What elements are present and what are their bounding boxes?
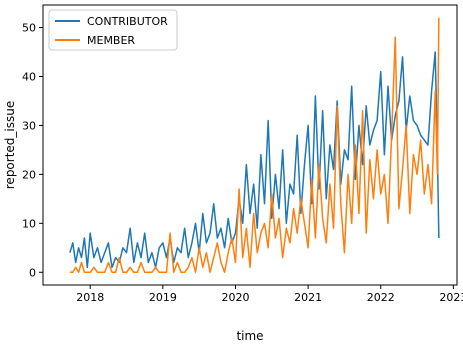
x-tick-label: 2022: [367, 291, 395, 304]
y-tick-label: 10: [22, 217, 36, 230]
y-tick-label: 20: [22, 168, 36, 181]
series-line-member: [69, 17, 440, 274]
plot-frame: [42, 4, 458, 286]
y-axis-label: reported_issue: [3, 101, 17, 189]
legend: CONTRIBUTOR MEMBER: [48, 9, 178, 51]
x-axis: 2018 2019 2020 2021 2022 2023: [76, 285, 463, 304]
legend-label-member: MEMBER: [87, 34, 135, 47]
y-axis: 0 10 20 30 40 50: [22, 22, 43, 279]
legend-label-contributor: CONTRIBUTOR: [87, 15, 168, 28]
legend-box: [48, 9, 178, 51]
y-tick-label: 50: [22, 22, 36, 35]
series-layer: [69, 17, 440, 274]
x-tick-label: 2019: [149, 291, 177, 304]
x-tick-label: 2020: [221, 291, 249, 304]
y-tick-label: 40: [22, 70, 36, 83]
x-axis-label: time: [236, 329, 263, 343]
x-tick-label: 2018: [76, 291, 104, 304]
y-tick-label: 30: [22, 119, 36, 132]
y-tick-label: 0: [29, 266, 36, 279]
x-tick-label: 2021: [294, 291, 322, 304]
series-line-contributor: [69, 51, 440, 269]
x-tick-label: 2023: [439, 291, 463, 304]
